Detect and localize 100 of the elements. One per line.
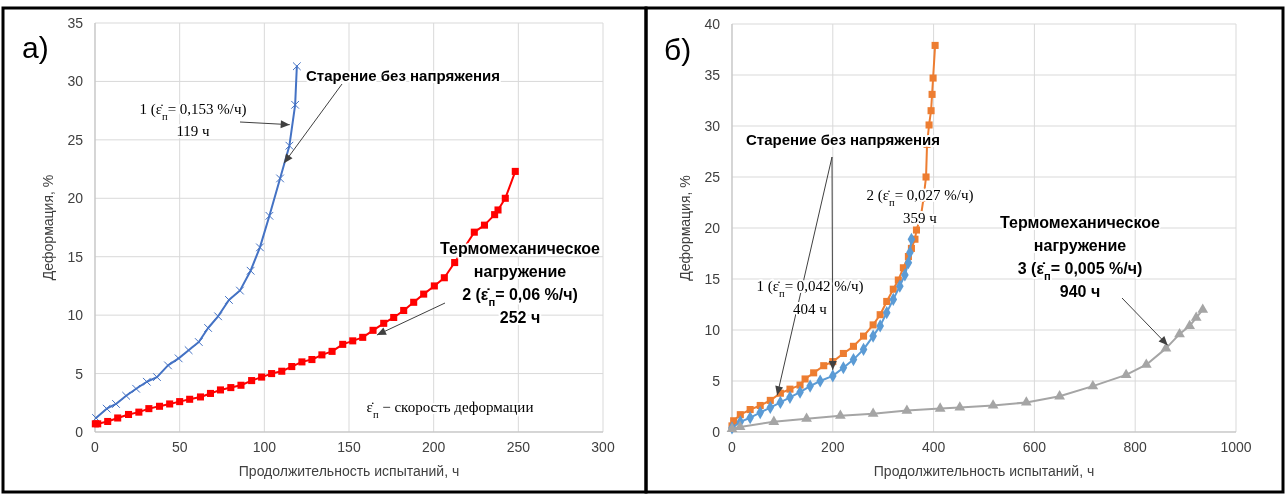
- point: [934, 402, 946, 412]
- point: [166, 400, 174, 408]
- point: [318, 351, 326, 359]
- point: [1054, 390, 1065, 400]
- point: [869, 321, 877, 329]
- annotation: 1 (ε̇$_{п}$= 0,153 %/ч) 119 ч: [139, 101, 247, 139]
- point: [237, 381, 245, 389]
- point: [163, 361, 173, 370]
- text: б): [664, 33, 692, 66]
- point: [216, 386, 225, 394]
- point: [265, 211, 274, 221]
- point: [480, 221, 488, 229]
- y-tick-label: 5: [712, 373, 721, 389]
- y-tick-label: 10: [67, 307, 84, 324]
- x-tick-label: 600: [1022, 439, 1047, 455]
- point: [801, 375, 809, 383]
- x-tick-label: 50: [171, 439, 188, 455]
- point: [410, 298, 418, 306]
- point: [501, 194, 509, 202]
- point: [142, 377, 152, 387]
- point: [328, 347, 336, 355]
- point: [349, 337, 357, 345]
- y-tick-label: 25: [67, 131, 84, 148]
- point: [298, 358, 306, 366]
- point: [152, 372, 162, 382]
- x-tick-label: 100: [252, 439, 277, 455]
- point: [430, 282, 438, 290]
- point: [494, 206, 502, 214]
- point: [104, 417, 112, 426]
- y-tick-label: 30: [67, 73, 84, 90]
- y-axis-title: Деформация, %: [40, 174, 56, 281]
- point: [786, 385, 794, 393]
- x-tick-label: 300: [591, 439, 615, 455]
- point: [889, 285, 897, 293]
- point: [390, 313, 398, 322]
- x-axis-title: Продолжительность испытаний, ч: [238, 463, 460, 479]
- point: [248, 377, 256, 385]
- point: [258, 373, 266, 381]
- point: [369, 326, 377, 334]
- x-axis-title: Продолжительность испытаний, ч: [873, 463, 1095, 479]
- point: [102, 404, 112, 413]
- point: [203, 323, 213, 333]
- x-tick-label: 0: [728, 439, 737, 455]
- point: [734, 420, 746, 430]
- point: [1190, 311, 1202, 321]
- x-tick-label: 250: [506, 439, 531, 455]
- y-tick-label: 5: [75, 365, 84, 382]
- point: [246, 266, 255, 276]
- y-tick-label: 20: [704, 220, 721, 236]
- point: [145, 405, 153, 413]
- y-tick-label: 10: [704, 322, 721, 338]
- point: [420, 290, 428, 298]
- point: [196, 393, 205, 401]
- annotation: Термомеханическое нагружение 3 (ε̇$_{п}$= 0,005 %/ч) 940 ч: [1000, 214, 1160, 300]
- y-tick-label: 40: [704, 16, 721, 32]
- point: [275, 174, 285, 183]
- point: [1197, 303, 1209, 313]
- point: [1020, 396, 1032, 406]
- point: [511, 167, 519, 175]
- point: [1120, 368, 1132, 378]
- x-tick-label: 200: [821, 439, 845, 455]
- point: [292, 61, 302, 71]
- y-tick-label: 25: [704, 169, 721, 185]
- point: [925, 121, 933, 129]
- point: [810, 369, 818, 377]
- point: [1087, 379, 1099, 390]
- point: [928, 90, 936, 98]
- point: [121, 391, 131, 401]
- point: [213, 311, 223, 321]
- annotation: Старение без напряжения: [306, 67, 501, 84]
- y-tick-label: 20: [67, 190, 84, 207]
- point: [470, 228, 478, 236]
- point: [131, 384, 141, 394]
- x-tick-label: 400: [921, 439, 946, 455]
- point: [278, 367, 286, 375]
- x-tick-label: 150: [337, 439, 361, 455]
- point: [227, 384, 235, 392]
- point: [288, 363, 296, 371]
- point: [155, 402, 164, 410]
- point: [746, 406, 754, 414]
- point: [922, 173, 930, 181]
- point: [820, 362, 828, 370]
- point: [834, 409, 846, 419]
- y-tick-label: 15: [67, 248, 84, 265]
- point: [929, 74, 937, 82]
- point: [860, 332, 868, 340]
- x-tick-label: 800: [1123, 439, 1148, 455]
- point: [359, 333, 367, 341]
- y-tick-label: 35: [67, 15, 84, 31]
- annotation: ε̇$_{п}$ − скорость деформации: [366, 399, 534, 420]
- point: [380, 319, 388, 327]
- y-tick-label: 0: [712, 424, 721, 440]
- point: [194, 337, 204, 347]
- x-tick-label: 200: [421, 439, 446, 455]
- point: [114, 414, 122, 422]
- point: [339, 340, 347, 348]
- x-tick-label: 1000: [1220, 439, 1252, 455]
- point: [876, 311, 884, 319]
- point: [912, 226, 920, 234]
- point: [184, 345, 193, 355]
